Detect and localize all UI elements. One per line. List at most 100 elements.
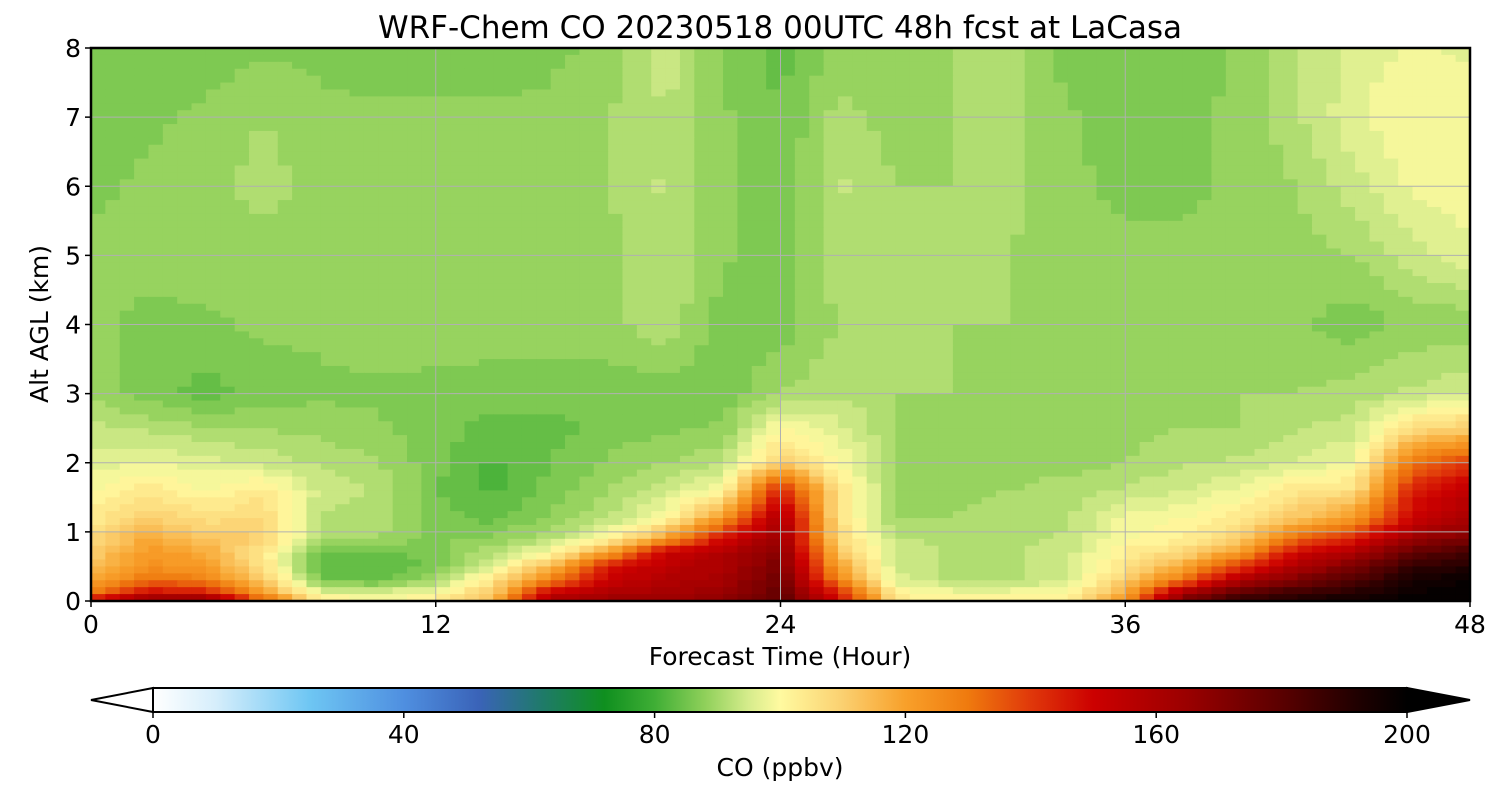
heatmap-cell xyxy=(651,379,667,388)
heatmap-cell xyxy=(1182,227,1198,236)
heatmap-cell xyxy=(550,193,566,201)
heatmap-cell xyxy=(91,303,106,312)
heatmap-cell xyxy=(794,255,810,263)
heatmap-cell xyxy=(292,213,308,222)
heatmap-cell xyxy=(1139,158,1155,167)
heatmap-cell xyxy=(1039,359,1055,367)
heatmap-cell xyxy=(1311,372,1327,381)
heatmap-cell xyxy=(349,365,365,374)
heatmap-cell xyxy=(521,255,537,263)
heatmap-cell xyxy=(1412,324,1428,333)
heatmap-cell xyxy=(679,89,695,97)
heatmap-cell xyxy=(1125,324,1141,333)
heatmap-cell xyxy=(493,144,509,153)
heatmap-cell xyxy=(205,234,221,243)
heatmap-cell xyxy=(1010,220,1026,229)
heatmap-cell xyxy=(335,393,351,402)
heatmap-cell xyxy=(751,303,767,312)
heatmap-cell xyxy=(349,331,365,339)
heatmap-cell xyxy=(378,352,394,360)
heatmap-cell xyxy=(550,324,566,333)
heatmap-cell xyxy=(263,345,279,353)
heatmap-cell xyxy=(1326,200,1342,208)
heatmap-cell xyxy=(162,255,178,263)
heatmap-cell xyxy=(493,61,509,70)
heatmap-cell xyxy=(162,103,178,111)
heatmap-cell xyxy=(1398,400,1414,409)
heatmap-cell xyxy=(205,68,221,77)
heatmap-cell xyxy=(1182,352,1198,360)
heatmap-cell xyxy=(507,310,523,319)
heatmap-cell xyxy=(435,303,451,312)
heatmap-cell xyxy=(1297,179,1313,187)
heatmap-cell xyxy=(1024,289,1040,298)
heatmap-cell xyxy=(995,241,1011,250)
heatmap-cell xyxy=(1096,234,1112,243)
heatmap-cell xyxy=(1082,262,1098,270)
heatmap-cell xyxy=(306,255,322,263)
heatmap-cell xyxy=(507,379,523,388)
heatmap-cell xyxy=(1024,186,1040,194)
heatmap-cell xyxy=(1426,289,1442,298)
heatmap-cell xyxy=(837,82,853,91)
heatmap-cell xyxy=(392,158,408,167)
heatmap-cell xyxy=(1383,151,1399,160)
heatmap-cell xyxy=(1355,89,1371,97)
heatmap-cell xyxy=(536,151,552,160)
heatmap-cell xyxy=(335,386,351,395)
heatmap-cell xyxy=(249,269,264,277)
heatmap-cell xyxy=(1225,331,1241,339)
heatmap-cell xyxy=(392,338,408,346)
heatmap-cell xyxy=(909,276,925,284)
heatmap-cell xyxy=(981,386,997,395)
heatmap-cell xyxy=(952,213,968,222)
heatmap-cell xyxy=(766,248,782,256)
heatmap-cell xyxy=(1355,96,1371,104)
heatmap-cell xyxy=(450,220,466,229)
heatmap-cell xyxy=(162,144,178,153)
heatmap-cell xyxy=(277,200,293,208)
heatmap-cell xyxy=(593,54,609,63)
heatmap-cell xyxy=(464,317,480,326)
heatmap-cell xyxy=(1024,386,1040,395)
heatmap-cell xyxy=(1225,283,1241,291)
heatmap-cell xyxy=(708,227,724,236)
heatmap-cell xyxy=(938,213,954,222)
heatmap-cell xyxy=(435,241,451,250)
heatmap-cell xyxy=(1039,331,1055,339)
heatmap-cell xyxy=(1441,331,1457,339)
heatmap-cell xyxy=(392,248,408,256)
heatmap-cell xyxy=(550,144,566,153)
heatmap-cell xyxy=(191,269,207,277)
heatmap-cell xyxy=(148,48,164,56)
heatmap-cell xyxy=(981,227,997,236)
heatmap-cell xyxy=(320,365,336,374)
heatmap-cell xyxy=(866,110,882,118)
heatmap-cell xyxy=(1082,75,1098,84)
heatmap-cell xyxy=(306,276,322,284)
heatmap-cell xyxy=(651,248,667,256)
heatmap-cell xyxy=(1182,276,1198,284)
heatmap-cell xyxy=(794,276,810,284)
heatmap-cell xyxy=(1053,227,1069,236)
heatmap-cell xyxy=(493,338,509,346)
heatmap-cell xyxy=(220,186,236,194)
heatmap-cell xyxy=(1426,144,1442,153)
heatmap-cell xyxy=(636,303,652,312)
heatmap-cell xyxy=(1110,365,1126,374)
heatmap-cell xyxy=(766,103,782,111)
heatmap-cell xyxy=(636,193,652,201)
heatmap-cell xyxy=(493,379,509,388)
heatmap-cell xyxy=(277,317,293,326)
heatmap-cell xyxy=(1110,283,1126,291)
heatmap-cell xyxy=(234,372,250,381)
heatmap-cell xyxy=(1024,117,1040,125)
heatmap-cell xyxy=(1398,124,1414,132)
heatmap-cell xyxy=(521,75,537,84)
heatmap-cell xyxy=(780,248,796,256)
heatmap-cell xyxy=(105,338,121,346)
heatmap-cell xyxy=(550,172,566,180)
heatmap-cell xyxy=(1125,379,1141,388)
heatmap-cell xyxy=(1211,331,1227,339)
heatmap-cell xyxy=(837,144,853,153)
